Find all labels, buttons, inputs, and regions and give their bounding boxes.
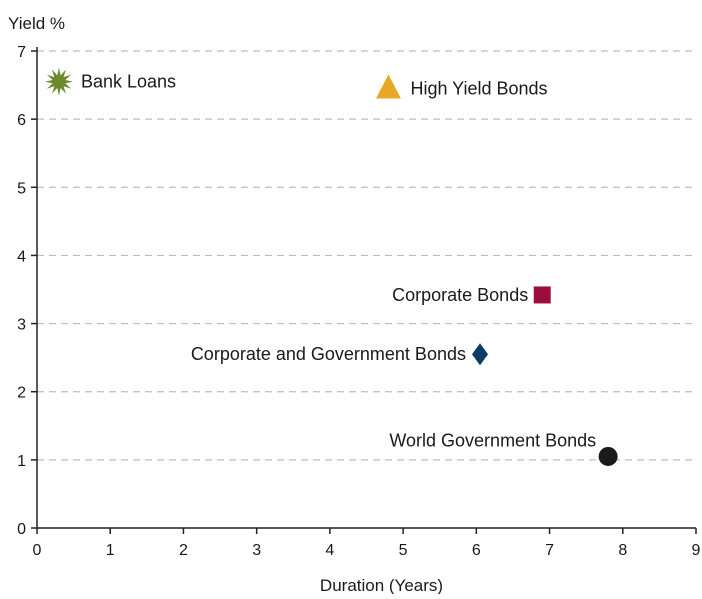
- point-world-government-bonds-label: World Government Bonds: [389, 430, 596, 450]
- point-bank-loans-label: Bank Loans: [81, 72, 176, 92]
- x-tick-label-9: 9: [692, 542, 701, 559]
- x-tick-label-4: 4: [325, 542, 334, 559]
- point-corporate-and-government-bonds-marker: [471, 343, 488, 366]
- point-corporate-bonds-label: Corporate Bonds: [392, 285, 528, 305]
- point-high-yield-bonds-label: High Yield Bonds: [410, 78, 547, 98]
- y-tick-label-2: 2: [17, 385, 26, 402]
- point-bank-loans-marker: [44, 67, 73, 96]
- x-tick-label-8: 8: [618, 542, 627, 559]
- y-tick-label-7: 7: [17, 44, 26, 61]
- x-tick-label-0: 0: [33, 542, 42, 559]
- point-world-government-bonds-marker: [598, 446, 618, 466]
- tick-labels: 0 1 2 3 4 5 6 7 0 1 2 3 4 5 6 7 8 9: [17, 44, 700, 559]
- x-tick-label-1: 1: [106, 542, 115, 559]
- x-tick-label-7: 7: [545, 542, 554, 559]
- y-axis-label: Yield %: [8, 14, 65, 33]
- y-tick-label-5: 5: [17, 180, 26, 197]
- point-high-yield-bonds-marker: [375, 74, 401, 99]
- point-corporate-bonds-marker: [533, 286, 551, 304]
- grid-lines: [37, 50, 696, 461]
- x-tick-label-2: 2: [179, 542, 188, 559]
- y-tick-label-6: 6: [17, 112, 26, 129]
- axes: [31, 47, 697, 534]
- y-tick-label-4: 4: [17, 248, 26, 265]
- y-tick-label-0: 0: [17, 521, 26, 538]
- x-tick-label-5: 5: [399, 542, 408, 559]
- y-tick-label-3: 3: [17, 317, 26, 334]
- data-points: [44, 67, 618, 466]
- x-tick-label-3: 3: [252, 542, 261, 559]
- x-axis-label: Duration (Years): [320, 576, 443, 594]
- point-labels: Bank Loans High Yield Bonds Corporate Bond…: [81, 72, 596, 451]
- point-corporate-and-government-bonds-label: Corporate and Government Bonds: [191, 344, 466, 364]
- y-tick-label-1: 1: [17, 453, 26, 470]
- x-tick-label-6: 6: [472, 542, 481, 559]
